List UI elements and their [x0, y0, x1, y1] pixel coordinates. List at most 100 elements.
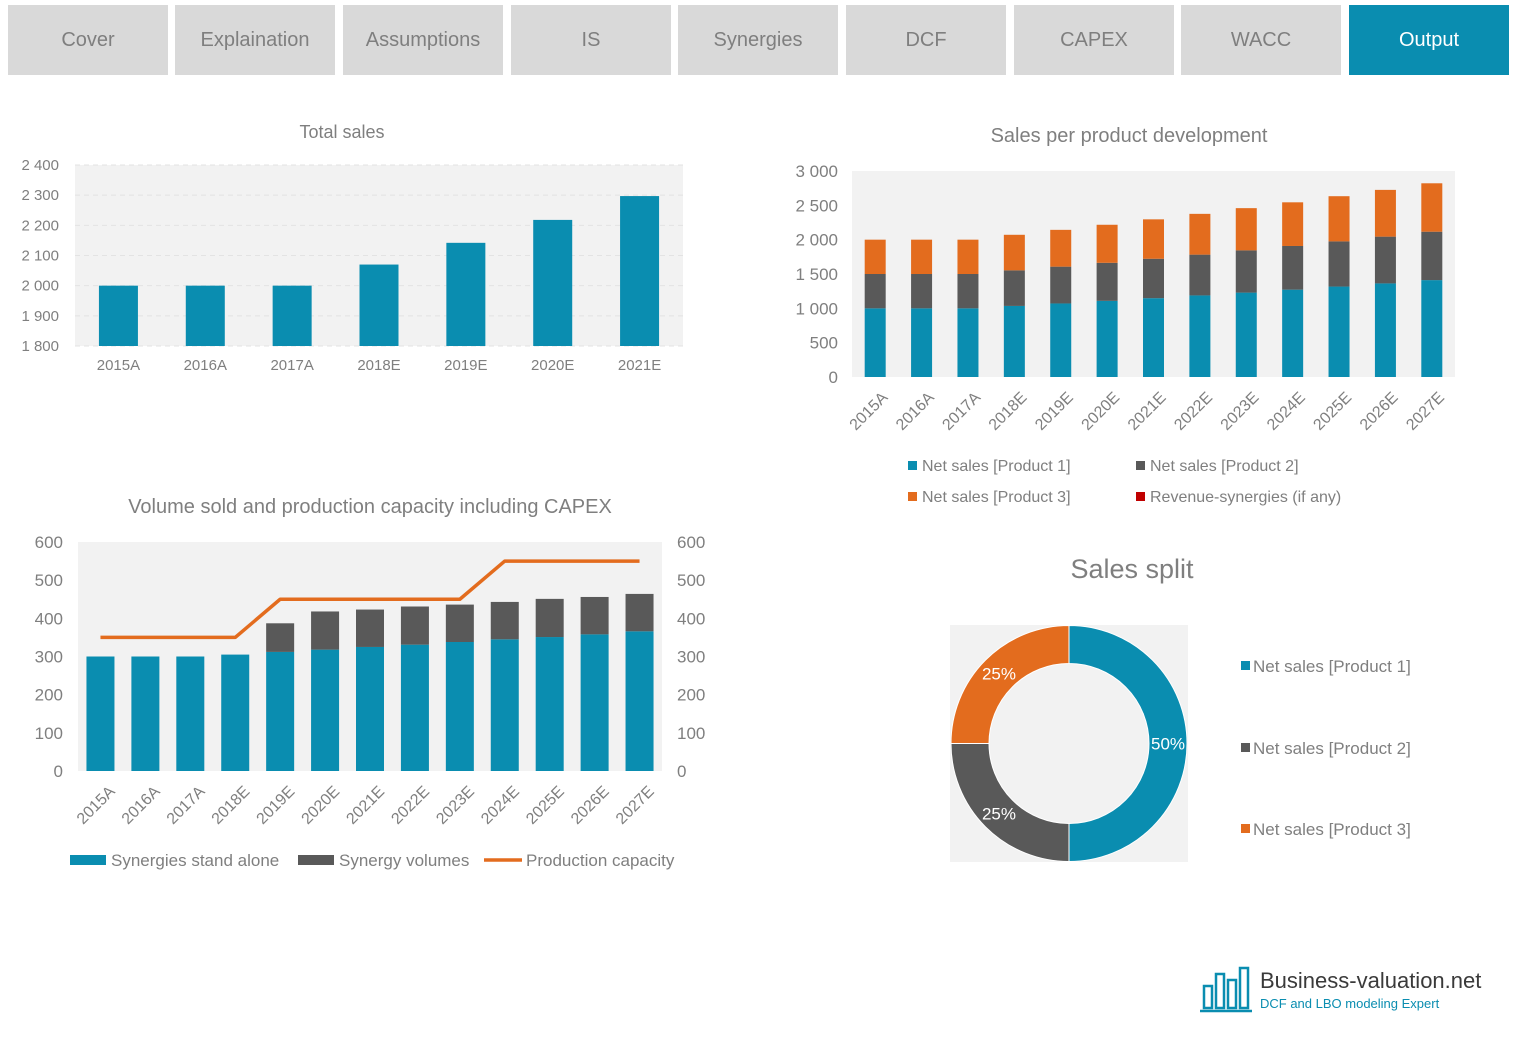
bar-segment — [864, 274, 886, 309]
bar-segment — [1421, 183, 1443, 232]
tab-dcf[interactable]: DCF — [846, 5, 1006, 75]
legend-label: Net sales [Product 2] — [1253, 739, 1411, 758]
volume-capacity-chart: Volume sold and production capacity incl… — [35, 496, 706, 870]
bar — [272, 285, 312, 346]
bar-segment — [221, 654, 250, 771]
y-tick-label-right: 300 — [677, 648, 705, 667]
chart-title: Sales per product development — [991, 125, 1268, 147]
bar-segment — [957, 274, 979, 309]
bar-segment — [1050, 266, 1072, 304]
bar-segment — [266, 651, 295, 771]
x-tick-label: 2020E — [1079, 389, 1124, 434]
x-tick-label: 2022E — [388, 783, 433, 828]
bar-segment — [1143, 298, 1164, 377]
bar-segment — [490, 601, 519, 640]
bar-segment — [311, 649, 340, 771]
bar — [185, 285, 225, 346]
x-tick-label: 2018E — [986, 389, 1031, 434]
bar-segment — [911, 308, 933, 377]
y-tick-label: 2 000 — [795, 231, 838, 250]
y-tick-label: 1 900 — [21, 308, 59, 325]
sales-per-product-chart: Sales per product development 0 500 1 000 1 … — [795, 125, 1455, 506]
y-tick-label-right: 400 — [677, 609, 705, 628]
bar-segment — [1050, 229, 1072, 267]
bar-segment — [580, 596, 609, 635]
tab-cover[interactable]: Cover — [8, 5, 168, 75]
legend-swatch — [1241, 661, 1250, 670]
x-tick-label: 2017A — [270, 357, 313, 374]
y-tick-label: 500 — [810, 334, 838, 353]
x-tick-label: 2024E — [478, 783, 523, 828]
y-tick-label: 2 300 — [21, 187, 59, 204]
tab-wacc[interactable]: WACC — [1181, 5, 1341, 75]
x-tick-label: 2027E — [613, 783, 658, 828]
tab-explaination[interactable]: Explaination — [175, 5, 335, 75]
x-tick-label: 2021E — [618, 357, 661, 374]
bar-segment — [911, 239, 933, 274]
bar-segment — [311, 611, 340, 650]
bar-segment — [1282, 202, 1304, 246]
bar-segment — [1282, 289, 1304, 377]
bar-segment — [1050, 303, 1072, 377]
bar-segment — [1096, 224, 1118, 263]
bar — [533, 219, 573, 346]
bar-segment — [1096, 300, 1118, 377]
bar-segment — [1421, 231, 1443, 281]
y-tick-label-right: 200 — [677, 686, 705, 705]
tab-synergies[interactable]: Synergies — [678, 5, 838, 75]
x-tick-label: 2020E — [531, 357, 574, 374]
slice-label: 25% — [982, 805, 1016, 824]
tab-assumptions[interactable]: Assumptions — [343, 5, 503, 75]
x-tick-label: 2015A — [74, 783, 119, 828]
x-tick-label: 2025E — [1310, 389, 1355, 434]
slice-label: 50% — [1151, 735, 1185, 754]
legend-swatch — [70, 855, 106, 865]
chart-title: Volume sold and production capacity incl… — [128, 496, 612, 518]
x-tick-label: 2026E — [1357, 389, 1402, 434]
y-tick-label: 2 100 — [21, 248, 59, 265]
brand-tagline: DCF and LBO modeling Expert — [1260, 996, 1440, 1011]
bar — [359, 264, 399, 346]
legend-label: Net sales [Product 3] — [1253, 820, 1411, 839]
legend-label: Net sales [Product 1] — [922, 458, 1071, 475]
bar-segment — [957, 308, 979, 377]
bar — [620, 196, 660, 346]
bar-segment — [445, 641, 474, 771]
slice-label: 25% — [982, 664, 1016, 683]
bar-segment — [1235, 292, 1257, 377]
bar-segment — [1374, 236, 1396, 284]
legend-label: Net sales [Product 1] — [1253, 657, 1411, 676]
brand-logo: Business-valuation.net DCF and LBO model… — [1200, 962, 1510, 1018]
x-tick-label: 2017A — [164, 783, 209, 828]
x-tick-label: 2019E — [444, 357, 487, 374]
bar-segment — [535, 637, 564, 771]
bar-segment — [1328, 286, 1350, 377]
y-tick-label: 1 800 — [21, 338, 59, 355]
legend-label: Net sales [Product 2] — [1150, 458, 1299, 475]
tab-capex[interactable]: CAPEX — [1014, 5, 1174, 75]
chart-title: Sales split — [1070, 554, 1194, 584]
tab-output[interactable]: Output — [1349, 5, 1509, 75]
bar-segment — [625, 593, 654, 632]
x-tick-label: 2019E — [1032, 389, 1077, 434]
x-tick-label: 2018E — [209, 783, 254, 828]
x-tick-label: 2024E — [1264, 389, 1309, 434]
bar-segment — [1421, 280, 1443, 377]
bar-segment — [535, 598, 564, 638]
y-tick-label-left: 0 — [54, 762, 63, 781]
bar-segment — [1328, 196, 1350, 242]
bar-segment — [1003, 305, 1025, 377]
x-tick-label: 2018E — [357, 357, 400, 374]
brand-name: Business-valuation.net — [1260, 968, 1482, 993]
y-tick-label: 1 500 — [795, 265, 838, 284]
bar-segment — [400, 644, 429, 771]
bar-segment — [864, 239, 886, 274]
bar-segment — [1189, 254, 1211, 296]
legend-swatch — [908, 492, 917, 501]
bar-segment — [911, 274, 933, 309]
x-tick-label: 2016A — [119, 783, 164, 828]
tab-is[interactable]: IS — [511, 5, 671, 75]
bar-segment — [445, 604, 474, 642]
total-sales-chart: Total sales 1 800 1 900 2 000 2 100 2 200 2 30… — [21, 122, 683, 374]
y-tick-label: 3 000 — [795, 162, 838, 181]
